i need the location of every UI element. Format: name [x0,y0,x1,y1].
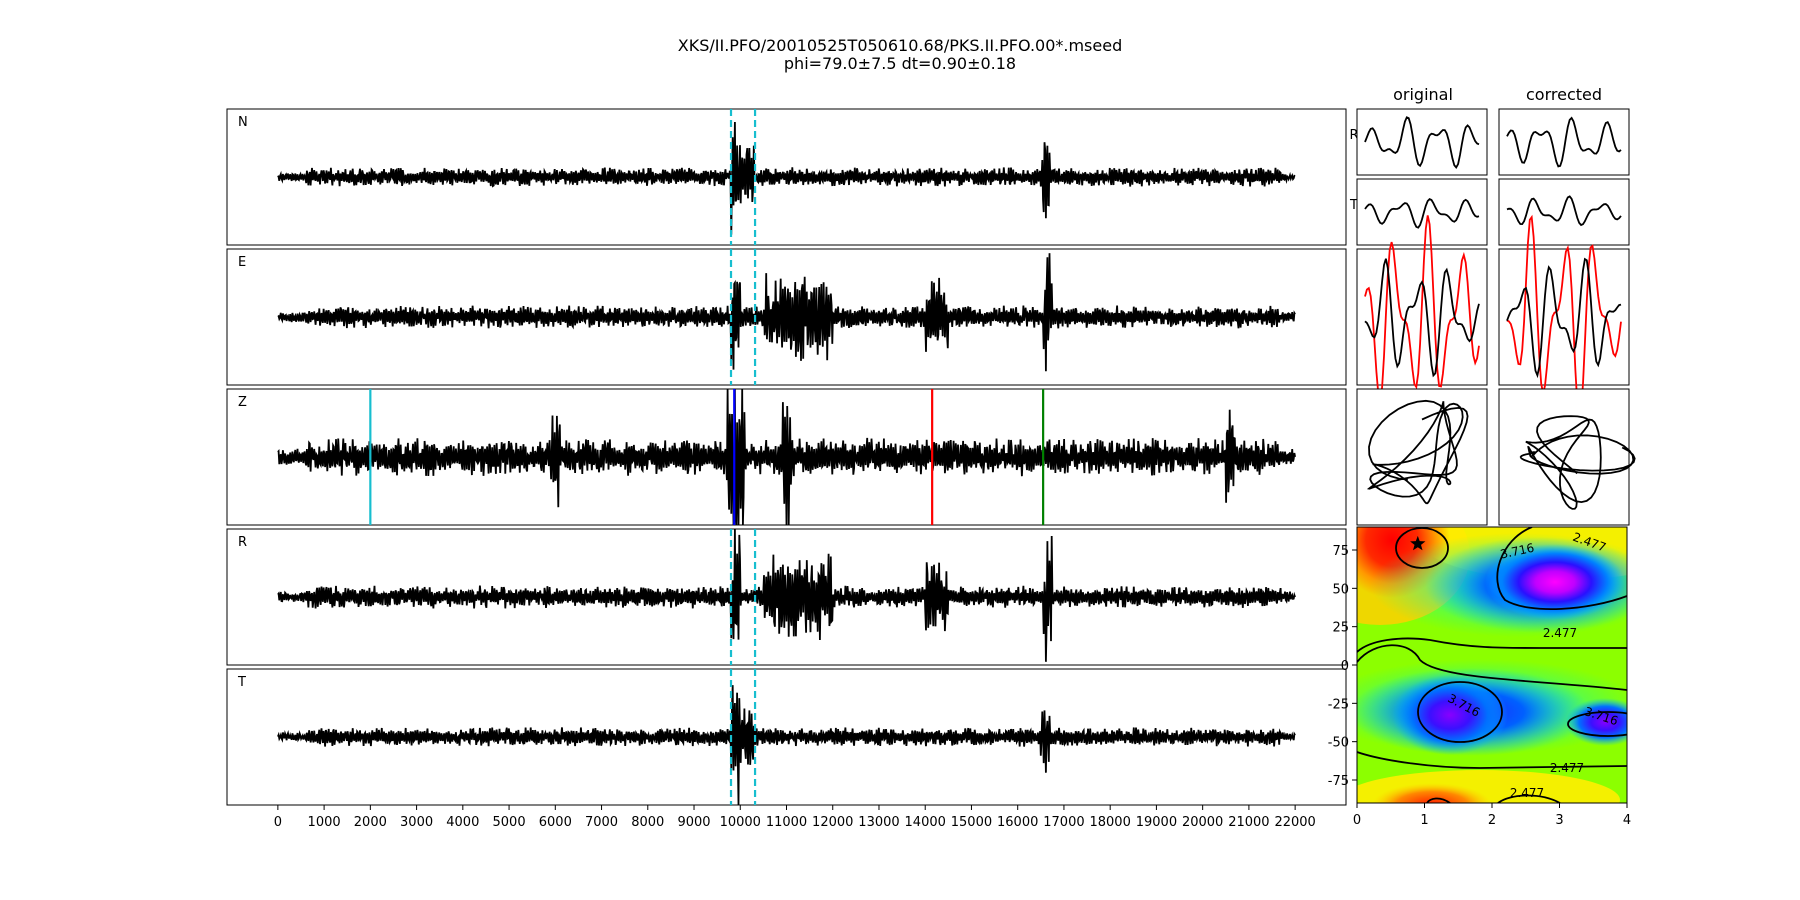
pm-panel-original-3 [1356,388,1488,526]
x-tick-label: 6000 [539,815,572,830]
hodogram-trace [1366,399,1469,505]
heat-y-tick-label: -75 [1328,774,1349,789]
waveform-panel-t: T [226,668,1347,806]
col-label-corrected: corrected [1526,85,1602,104]
x-tick-label: 15000 [951,815,992,830]
figure-title: XKS/II.PFO/20010525T050610.68/PKS.II.PFO… [677,36,1123,55]
component-trace [1506,195,1622,227]
contour-label: 3.716 [1499,541,1536,562]
waveform-panel-r: R [226,528,1347,666]
heat-x-tick-label: 1 [1420,813,1428,828]
pm-panel-corrected-0 [1498,108,1630,176]
contour-label: 2.477 [1543,626,1577,640]
channel-label: E [238,255,246,270]
figure-subtitle: phi=79.0±7.5 dt=0.90±0.18 [783,54,1017,73]
small-row-label-r: R [1349,128,1358,143]
component-trace [1364,198,1480,229]
panel-frame [1356,178,1488,246]
x-tick-label: 16000 [997,815,1038,830]
pm-panel-original-1 [1356,178,1488,246]
x-tick-label: 4000 [446,815,479,830]
heat-y-tick-label: 0 [1341,659,1349,674]
overlay-trace [1364,258,1480,378]
heat-y-tick-label: -25 [1328,697,1349,712]
x-tick-label: 14000 [905,815,946,830]
error-surface: 2.477 3.716 2.477 3.716 3.716 2.477 2.47… [1328,526,1631,828]
x-tick-label: 11000 [766,815,807,830]
x-tick-label: 5000 [493,815,526,830]
particle-motion-panels [1356,108,1636,526]
waveform-x-axis: 0 1000 2000 3000 4000 5000 6000 7000 8000 9000 100… [274,805,1316,830]
error-surface-field: 2.477 3.716 2.477 3.716 3.716 2.477 2.47… [1357,527,1627,803]
x-tick-label: 20000 [1182,815,1223,830]
panel-frame [1356,108,1488,176]
component-trace [1364,116,1480,169]
x-tick-label: 8000 [631,815,664,830]
panel-frame [1498,178,1630,246]
x-tick-label: 17000 [1043,815,1084,830]
x-tick-label: 18000 [1089,815,1130,830]
overlay-trace [1506,214,1622,419]
component-trace [1506,116,1622,168]
waveform-panel-e: E [226,248,1347,386]
pm-panel-original-2 [1356,215,1488,401]
heat-x-tick-label: 3 [1555,813,1563,828]
overlay-trace [1506,257,1622,379]
channel-label: N [238,115,248,130]
best-fit-star-icon [1410,535,1426,551]
contour-label: 2.477 [1510,786,1544,800]
hodogram-trace [1519,415,1636,510]
waveform-panels: N E Z R T [226,108,1347,806]
panel-frame [1498,388,1630,526]
waveform-trace [277,121,1296,235]
waveform-panel-n: N [226,108,1347,246]
error-surface-axes: 0 1 2 3 4 75 50 25 0 -25 -50 -75 [1328,544,1631,828]
x-tick-label: 2000 [354,815,387,830]
x-tick-label: 19000 [1136,815,1177,830]
waveform-panel-z: Z [226,388,1347,526]
waveform-trace [277,685,1296,805]
waveform-trace [277,253,1296,372]
pm-panel-corrected-3 [1498,388,1636,526]
heat-x-tick-label: 0 [1353,813,1361,828]
pm-panel-corrected-1 [1498,178,1630,246]
channel-label: R [238,535,247,550]
x-tick-label: 13000 [858,815,899,830]
x-tick-label: 10000 [720,815,761,830]
small-row-label-t: T [1349,198,1358,213]
heat-y-tick-label: 75 [1332,544,1349,559]
waveform-trace [277,529,1296,662]
x-tick-label: 0 [274,815,282,830]
x-tick-label: 12000 [812,815,853,830]
channel-label: Z [238,395,247,410]
overlay-trace [1364,215,1480,401]
x-tick-label: 7000 [585,815,618,830]
x-tick-label: 3000 [400,815,433,830]
contour-label: 2.477 [1550,761,1584,775]
panel-frame [1498,108,1630,176]
heat-x-tick-label: 4 [1623,813,1631,828]
heat-x-tick-label: 2 [1488,813,1496,828]
col-label-original: original [1393,85,1453,104]
channel-label: T [237,675,246,690]
pm-panel-original-0 [1356,108,1488,176]
x-tick-label: 21000 [1228,815,1269,830]
pm-panel-corrected-2 [1498,214,1630,419]
x-tick-label: 1000 [308,815,341,830]
heat-y-tick-label: -50 [1328,736,1349,751]
x-tick-label: 9000 [677,815,710,830]
heat-y-tick-label: 50 [1332,582,1349,597]
heat-y-tick-label: 25 [1332,621,1349,636]
x-tick-label: 22000 [1274,815,1315,830]
waveform-trace [277,389,1296,525]
